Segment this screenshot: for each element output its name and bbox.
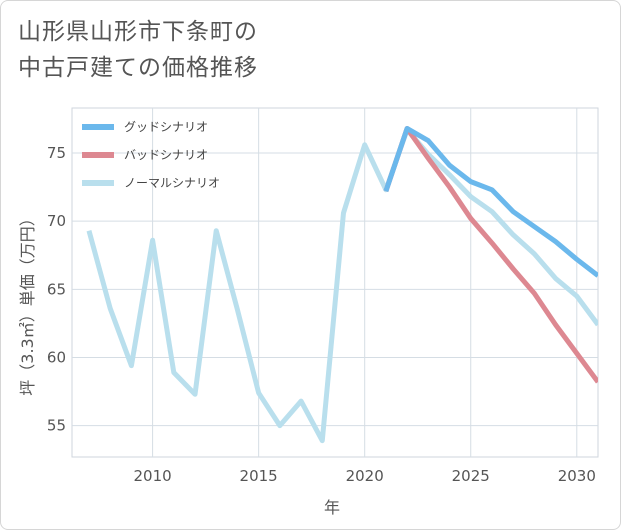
y-tick-label-75: 75 <box>47 144 66 162</box>
y-tick-label-70: 70 <box>47 212 66 230</box>
x-tick-label-2010: 2010 <box>134 467 172 485</box>
y-tick-label-65: 65 <box>47 280 66 298</box>
chart-title: 山形県山形市下条町の 中古戸建ての価格推移 <box>18 14 258 86</box>
legend-item-normal-label: ノーマルシナリオ <box>124 176 220 190</box>
legend-item-normal[interactable]: ノーマルシナリオ <box>82 176 220 190</box>
x-tick-label-2025: 2025 <box>452 467 490 485</box>
series-layer <box>86 125 598 444</box>
x-tick-label-2030: 2030 <box>558 467 596 485</box>
y-axis-title: 坪（3.3㎡）単価（万円） <box>18 210 37 395</box>
chart-title-line-1: 山形県山形市下条町の <box>18 19 258 45</box>
legend-item-bad-label: バッドシナリオ <box>124 148 208 162</box>
chart-title-line-2: 中古戸建ての価格推移 <box>18 55 258 81</box>
series-good-line <box>383 125 598 278</box>
x-tick-label-2015: 2015 <box>240 467 278 485</box>
legend-item-bad[interactable]: バッドシナリオ <box>82 148 208 162</box>
series-bad-line <box>383 125 598 384</box>
y-tick-label-60: 60 <box>47 348 66 366</box>
x-tick-labels: 2010 2015 2020 2025 2030 <box>134 467 596 485</box>
x-gridlines <box>152 108 578 457</box>
legend-item-good[interactable]: グッドシナリオ <box>82 120 208 134</box>
series-normal-line <box>86 127 598 444</box>
x-axis-title: 年 <box>324 498 340 517</box>
x-tick-label-2020: 2020 <box>346 467 384 485</box>
legend-item-good-label: グッドシナリオ <box>124 120 208 134</box>
y-tick-label-55: 55 <box>47 417 66 435</box>
y-tick-labels: 55 60 65 70 75 <box>47 144 66 435</box>
